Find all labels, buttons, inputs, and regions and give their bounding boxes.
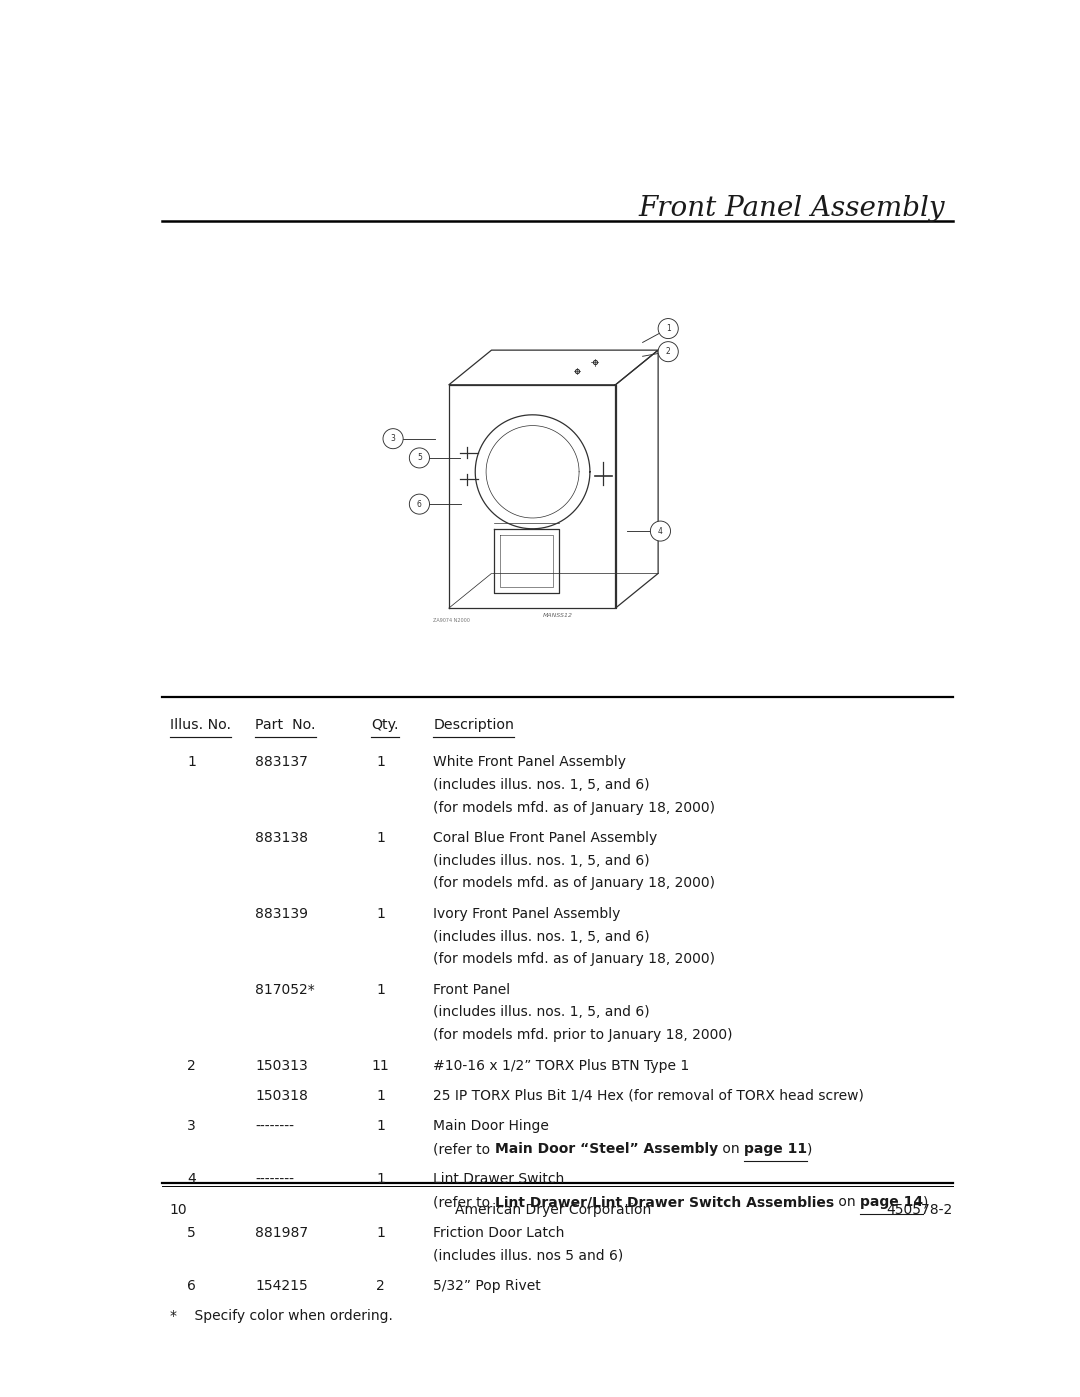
Text: (refer to: (refer to — [433, 1143, 495, 1157]
Circle shape — [658, 319, 678, 338]
Text: 1: 1 — [187, 756, 195, 770]
Text: 2: 2 — [666, 348, 671, 356]
Text: (includes illus. nos. 1, 5, and 6): (includes illus. nos. 1, 5, and 6) — [433, 778, 650, 792]
Text: #10-16 x 1/2” TORX Plus BTN Type 1: #10-16 x 1/2” TORX Plus BTN Type 1 — [433, 1059, 690, 1073]
Text: (for models mfd. as of January 18, 2000): (for models mfd. as of January 18, 2000) — [433, 876, 715, 890]
Text: Illus. No.: Illus. No. — [170, 718, 231, 732]
Text: Ivory Front Panel Assembly: Ivory Front Panel Assembly — [433, 907, 621, 921]
Text: Part  No.: Part No. — [255, 718, 315, 732]
Text: ): ) — [807, 1143, 812, 1157]
Text: 6: 6 — [417, 500, 422, 509]
Text: 883137: 883137 — [255, 756, 308, 770]
Text: on: on — [718, 1143, 744, 1157]
Text: 5: 5 — [187, 1225, 195, 1239]
Circle shape — [409, 495, 430, 514]
Text: (for models mfd. as of January 18, 2000): (for models mfd. as of January 18, 2000) — [433, 800, 715, 814]
Text: Main Door Hinge: Main Door Hinge — [433, 1119, 550, 1133]
Circle shape — [383, 429, 403, 448]
Text: 450578-2: 450578-2 — [887, 1203, 953, 1217]
Text: 4: 4 — [187, 1172, 195, 1186]
Text: 1: 1 — [376, 1225, 386, 1239]
Text: Lint Drawer Switch: Lint Drawer Switch — [433, 1172, 565, 1186]
Text: (includes illus. nos. 1, 5, and 6): (includes illus. nos. 1, 5, and 6) — [433, 854, 650, 868]
Text: Coral Blue Front Panel Assembly: Coral Blue Front Panel Assembly — [433, 831, 658, 845]
Text: (for models mfd. as of January 18, 2000): (for models mfd. as of January 18, 2000) — [433, 953, 715, 967]
Text: Front Panel Assembly: Front Panel Assembly — [638, 194, 945, 222]
Text: (refer to: (refer to — [433, 1196, 495, 1210]
Text: Description: Description — [433, 718, 514, 732]
Text: Qty.: Qty. — [372, 718, 399, 732]
Text: 3: 3 — [187, 1119, 195, 1133]
Text: 1: 1 — [376, 907, 386, 921]
Text: (includes illus. nos. 1, 5, and 6): (includes illus. nos. 1, 5, and 6) — [433, 929, 650, 943]
Text: 1: 1 — [376, 1119, 386, 1133]
Text: (for models mfd. prior to January 18, 2000): (for models mfd. prior to January 18, 20… — [433, 1028, 733, 1042]
Text: 6: 6 — [187, 1278, 195, 1292]
Circle shape — [658, 342, 678, 362]
Text: 1: 1 — [376, 982, 386, 996]
Text: 5: 5 — [417, 454, 422, 462]
Text: 2: 2 — [187, 1059, 195, 1073]
Text: 10: 10 — [170, 1203, 188, 1217]
Text: --------: -------- — [255, 1119, 294, 1133]
Text: ZA9074 N2000: ZA9074 N2000 — [433, 617, 470, 623]
Text: 1: 1 — [376, 1088, 386, 1104]
Circle shape — [650, 521, 671, 541]
Text: 4: 4 — [658, 527, 663, 535]
Text: 883138: 883138 — [255, 831, 308, 845]
Text: Front Panel: Front Panel — [433, 982, 511, 996]
Text: White Front Panel Assembly: White Front Panel Assembly — [433, 756, 626, 770]
Text: page 11: page 11 — [744, 1143, 807, 1157]
Text: 881987: 881987 — [255, 1225, 308, 1239]
Text: 5/32” Pop Rivet: 5/32” Pop Rivet — [433, 1278, 541, 1292]
Text: (includes illus. nos 5 and 6): (includes illus. nos 5 and 6) — [433, 1249, 623, 1263]
Text: 2: 2 — [376, 1278, 386, 1292]
Text: page 14: page 14 — [860, 1196, 923, 1210]
Text: 150313: 150313 — [255, 1059, 308, 1073]
Text: 25 IP TORX Plus Bit 1/4 Hex (for removal of TORX head screw): 25 IP TORX Plus Bit 1/4 Hex (for removal… — [433, 1088, 864, 1104]
Text: 3: 3 — [391, 434, 395, 443]
Text: Lint Drawer/Lint Drawer Switch Assemblies: Lint Drawer/Lint Drawer Switch Assemblie… — [495, 1196, 834, 1210]
Text: ): ) — [923, 1196, 929, 1210]
Text: 150318: 150318 — [255, 1088, 308, 1104]
Text: 1: 1 — [376, 756, 386, 770]
Text: Friction Door Latch: Friction Door Latch — [433, 1225, 565, 1239]
Text: 154215: 154215 — [255, 1278, 308, 1292]
Text: American Dryer Corporation: American Dryer Corporation — [456, 1203, 651, 1217]
Text: --------: -------- — [255, 1172, 294, 1186]
Text: MANSS12: MANSS12 — [542, 613, 572, 619]
Text: 883139: 883139 — [255, 907, 308, 921]
Text: 1: 1 — [376, 831, 386, 845]
Text: 1: 1 — [666, 324, 671, 332]
Circle shape — [409, 448, 430, 468]
Text: (includes illus. nos. 1, 5, and 6): (includes illus. nos. 1, 5, and 6) — [433, 1006, 650, 1020]
Text: on: on — [834, 1196, 860, 1210]
Text: Main Door “Steel” Assembly: Main Door “Steel” Assembly — [495, 1143, 718, 1157]
Text: 11: 11 — [372, 1059, 390, 1073]
Text: *    Specify color when ordering.: * Specify color when ordering. — [170, 1309, 393, 1323]
Text: 1: 1 — [376, 1172, 386, 1186]
Text: 817052*: 817052* — [255, 982, 315, 996]
